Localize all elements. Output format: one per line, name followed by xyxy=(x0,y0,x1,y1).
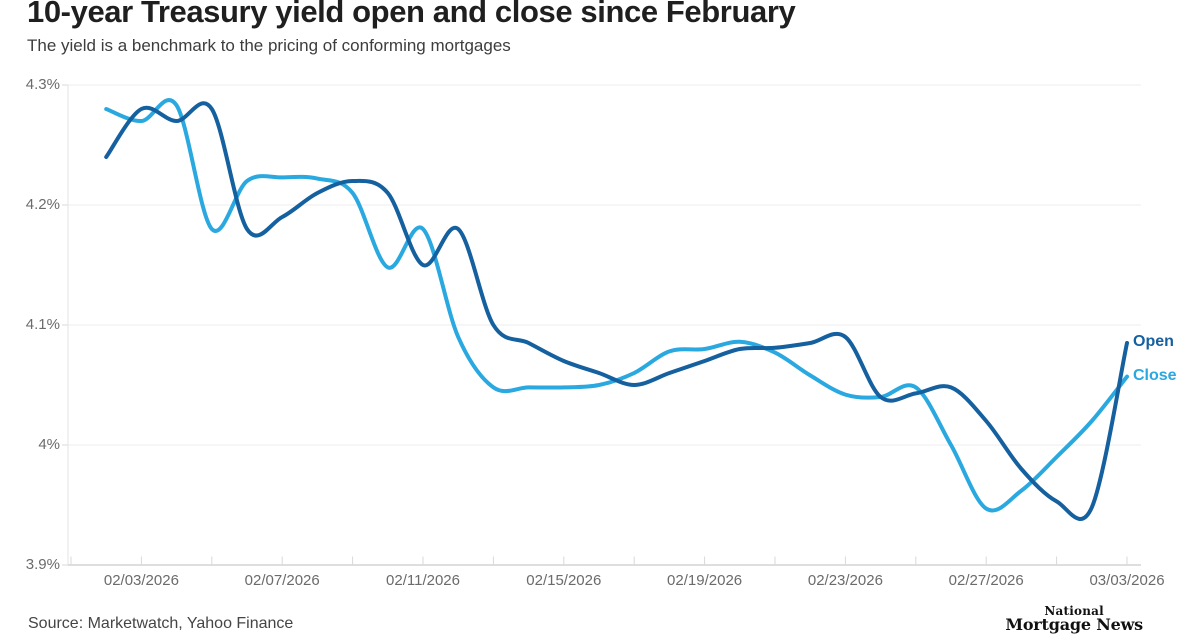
national-mortgage-news-logo: National Mortgage News xyxy=(1005,604,1143,634)
source-credit: Source: Marketwatch, Yahoo Finance xyxy=(28,615,294,632)
legend-open-label: Open xyxy=(1133,333,1174,350)
y-axis-tick-label: 4.1% xyxy=(25,316,60,333)
x-axis-tick-label: 02/27/2026 xyxy=(948,572,1024,589)
y-axis-tick-label: 4.2% xyxy=(25,196,60,213)
x-axis-tick-label: 02/19/2026 xyxy=(667,572,743,589)
x-axis-tick-label: 02/11/2026 xyxy=(386,572,460,589)
x-axis-tick-label: 02/23/2026 xyxy=(807,572,883,589)
logo-line-national: National xyxy=(1044,604,1104,618)
legend-close-label: Close xyxy=(1133,366,1177,384)
page-subtitle: The yield is a benchmark to the pricing … xyxy=(27,36,511,55)
x-axis-tick-label: 02/03/2026 xyxy=(103,572,179,589)
x-axis-tick-label: 03/03/2026 xyxy=(1089,572,1165,589)
page-title: 10-year Treasury yield open and close si… xyxy=(27,0,796,29)
x-axis-tick-label: 02/15/2026 xyxy=(526,572,602,589)
open-line xyxy=(104,101,1129,521)
y-axis-tick-label: 4.3% xyxy=(25,76,60,93)
x-axis-tick-label: 02/07/2026 xyxy=(244,572,320,589)
logo-line-mortgage-news: Mortgage News xyxy=(1005,615,1143,634)
y-axis-tick-label: 3.9% xyxy=(25,556,60,573)
y-axis-tick-label: 4% xyxy=(38,436,60,453)
close-line xyxy=(104,98,1129,513)
